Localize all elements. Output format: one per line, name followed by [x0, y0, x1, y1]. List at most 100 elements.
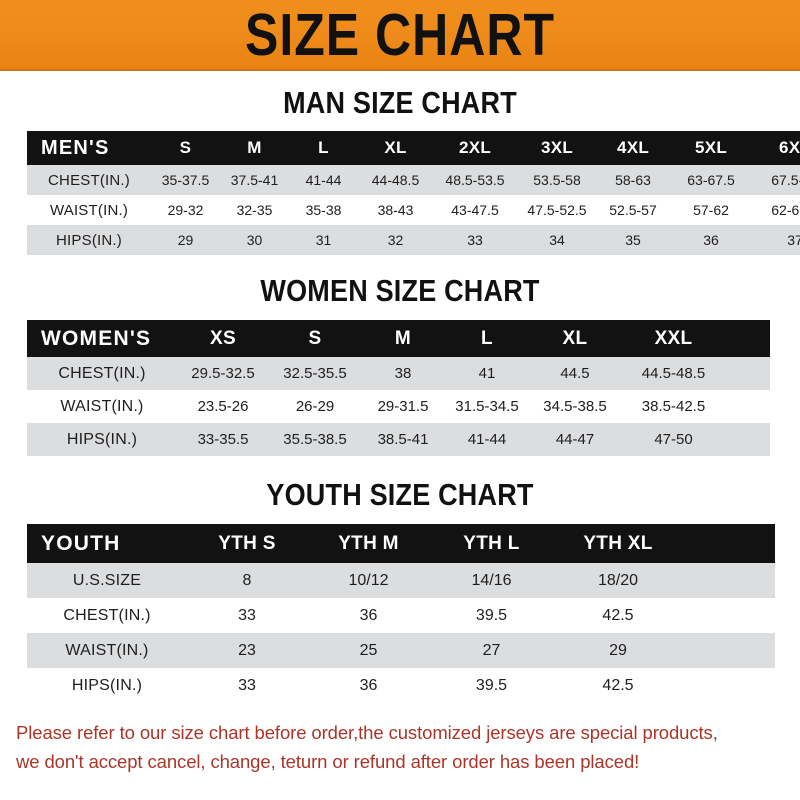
women-size-table-wrapper: WOMEN'S XS S M L XL XXL CHEST(IN.) 29.5-…: [27, 320, 770, 456]
man-waist-xl: 38-43: [358, 195, 433, 225]
man-chest-5xl: 63-67.5: [669, 165, 753, 195]
youth-hips-m: 36: [307, 668, 430, 703]
women-header-cell-1: XS: [177, 320, 269, 357]
man-chest-3xl: 53.5-58: [517, 165, 597, 195]
youth-ussize-m: 10/12: [307, 563, 430, 598]
man-waist-6xl: 62-66.5: [753, 195, 800, 225]
man-chest-6xl: 67.5-72: [753, 165, 800, 195]
youth-hips-xl: 42.5: [553, 668, 683, 703]
women-hips-blank: [726, 423, 770, 456]
women-chest-m: 38: [361, 357, 445, 390]
youth-chest-l: 39.5: [430, 598, 553, 633]
man-row-label-waist: WAIST(IN.): [27, 195, 151, 225]
man-chest-4xl: 58-63: [597, 165, 669, 195]
youth-header-cell-1: YTH S: [187, 524, 307, 563]
women-header-cell-4: L: [445, 320, 529, 357]
youth-ussize-xl: 18/20: [553, 563, 683, 598]
man-hips-5xl: 36: [669, 225, 753, 255]
women-waist-l: 31.5-34.5: [445, 390, 529, 423]
women-header-cell-3: M: [361, 320, 445, 357]
man-row-label-hips: HIPS(IN.): [27, 225, 151, 255]
youth-header-cell-0: YOUTH: [27, 524, 187, 563]
women-hips-l: 41-44: [445, 423, 529, 456]
women-waist-blank: [726, 390, 770, 423]
man-hips-l: 31: [289, 225, 358, 255]
youth-table-row-ussize: U.S.SIZE 8 10/12 14/16 18/20: [27, 563, 775, 598]
youth-waist-m: 25: [307, 633, 430, 668]
man-header-cell-2: M: [220, 131, 289, 165]
man-table-row-waist: WAIST(IN.) 29-32 32-35 35-38 38-43 43-47…: [27, 195, 800, 225]
women-header-cell-2: S: [269, 320, 361, 357]
man-waist-5xl: 57-62: [669, 195, 753, 225]
man-header-cell-4: XL: [358, 131, 433, 165]
man-waist-s: 29-32: [151, 195, 220, 225]
youth-hips-s: 33: [187, 668, 307, 703]
women-hips-m: 38.5-41: [361, 423, 445, 456]
man-header-cell-8: 5XL: [669, 131, 753, 165]
man-hips-m: 30: [220, 225, 289, 255]
youth-hips-blank: [683, 668, 775, 703]
youth-header-cell-blank: [683, 524, 775, 563]
man-table-header-row: MEN'S S M L XL 2XL 3XL 4XL 5XL 6XL: [27, 131, 800, 165]
youth-size-table-wrapper: YOUTH YTH S YTH M YTH L YTH XL U.S.SIZE …: [27, 524, 775, 703]
youth-size-table: YOUTH YTH S YTH M YTH L YTH XL U.S.SIZE …: [27, 524, 775, 703]
women-chest-xs: 29.5-32.5: [177, 357, 269, 390]
man-hips-6xl: 37: [753, 225, 800, 255]
women-hips-s: 35.5-38.5: [269, 423, 361, 456]
women-chest-s: 32.5-35.5: [269, 357, 361, 390]
women-waist-xs: 23.5-26: [177, 390, 269, 423]
youth-row-label-waist: WAIST(IN.): [27, 633, 187, 668]
youth-header-cell-2: YTH M: [307, 524, 430, 563]
man-size-table-wrapper: MEN'S S M L XL 2XL 3XL 4XL 5XL 6XL CHEST…: [27, 131, 800, 255]
man-waist-3xl: 47.5-52.5: [517, 195, 597, 225]
women-chest-blank: [726, 357, 770, 390]
women-row-label-hips: HIPS(IN.): [27, 423, 177, 456]
man-waist-l: 35-38: [289, 195, 358, 225]
youth-table-row-hips: HIPS(IN.) 33 36 39.5 42.5: [27, 668, 775, 703]
youth-table-row-waist: WAIST(IN.) 23 25 27 29: [27, 633, 775, 668]
youth-ussize-blank: [683, 563, 775, 598]
man-table-row-chest: CHEST(IN.) 35-37.5 37.5-41 41-44 44-48.5…: [27, 165, 800, 195]
man-header-cell-1: S: [151, 131, 220, 165]
order-policy-note: Please refer to our size chart before or…: [0, 719, 800, 776]
youth-chest-xl: 42.5: [553, 598, 683, 633]
section-title-women: WOMEN SIZE CHART: [260, 274, 540, 308]
youth-row-label-chest: CHEST(IN.): [27, 598, 187, 633]
man-hips-2xl: 33: [433, 225, 517, 255]
youth-table-row-chest: CHEST(IN.) 33 36 39.5 42.5: [27, 598, 775, 633]
order-policy-note-line-1: Please refer to our size chart before or…: [16, 722, 718, 743]
women-waist-s: 26-29: [269, 390, 361, 423]
youth-row-label-ussize: U.S.SIZE: [27, 563, 187, 598]
women-header-cell-blank: [726, 320, 770, 357]
youth-chest-m: 36: [307, 598, 430, 633]
women-row-label-chest: CHEST(IN.): [27, 357, 177, 390]
section-title-youth: YOUTH SIZE CHART: [266, 478, 534, 512]
women-header-cell-6: XXL: [621, 320, 726, 357]
man-header-cell-7: 4XL: [597, 131, 669, 165]
man-waist-m: 32-35: [220, 195, 289, 225]
man-chest-xl: 44-48.5: [358, 165, 433, 195]
page-title: SIZE CHART: [245, 1, 555, 68]
youth-chest-s: 33: [187, 598, 307, 633]
man-table-row-hips: HIPS(IN.) 29 30 31 32 33 34 35 36 37: [27, 225, 800, 255]
man-hips-4xl: 35: [597, 225, 669, 255]
women-chest-xl: 44.5: [529, 357, 621, 390]
women-hips-xl: 44-47: [529, 423, 621, 456]
women-header-cell-5: XL: [529, 320, 621, 357]
women-table-row-chest: CHEST(IN.) 29.5-32.5 32.5-35.5 38 41 44.…: [27, 357, 770, 390]
youth-row-label-hips: HIPS(IN.): [27, 668, 187, 703]
youth-waist-xl: 29: [553, 633, 683, 668]
women-chest-xxl: 44.5-48.5: [621, 357, 726, 390]
man-header-cell-0: MEN'S: [27, 131, 151, 165]
youth-chest-blank: [683, 598, 775, 633]
man-chest-m: 37.5-41: [220, 165, 289, 195]
women-table-header-row: WOMEN'S XS S M L XL XXL: [27, 320, 770, 357]
man-row-label-chest: CHEST(IN.): [27, 165, 151, 195]
man-hips-3xl: 34: [517, 225, 597, 255]
man-chest-s: 35-37.5: [151, 165, 220, 195]
women-waist-m: 29-31.5: [361, 390, 445, 423]
youth-ussize-s: 8: [187, 563, 307, 598]
women-hips-xxl: 47-50: [621, 423, 726, 456]
women-waist-xl: 34.5-38.5: [529, 390, 621, 423]
youth-header-cell-4: YTH XL: [553, 524, 683, 563]
